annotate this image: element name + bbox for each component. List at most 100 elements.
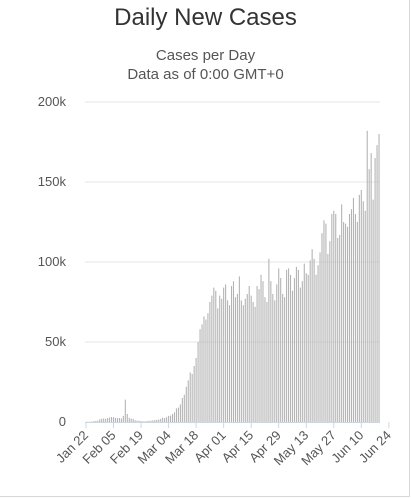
bar	[107, 418, 109, 422]
bar	[348, 214, 351, 422]
bar	[364, 210, 366, 422]
bar	[299, 287, 301, 422]
bar	[350, 209, 353, 422]
bar	[272, 294, 274, 422]
y-tick-label: 0	[59, 414, 66, 429]
bar	[293, 278, 295, 422]
bar	[309, 260, 311, 422]
bar	[291, 290, 294, 422]
bar	[217, 308, 219, 422]
bar	[185, 386, 187, 422]
bar	[122, 415, 124, 422]
bar	[366, 130, 368, 423]
bar	[193, 366, 195, 422]
bar	[191, 374, 193, 422]
bar	[378, 134, 380, 422]
bar	[242, 305, 244, 422]
bar	[288, 268, 290, 422]
bar	[148, 420, 150, 422]
bar	[164, 418, 166, 422]
bar	[268, 258, 270, 422]
bar	[370, 153, 372, 422]
bar-series	[85, 130, 380, 423]
bar	[303, 263, 305, 422]
bar	[175, 408, 177, 422]
bar	[317, 265, 319, 422]
bar	[278, 268, 280, 422]
bar	[325, 223, 327, 422]
bar	[236, 294, 238, 422]
chart-title: Daily New Cases	[114, 4, 297, 31]
bar	[205, 319, 207, 422]
bar	[109, 417, 111, 422]
y-tick-label: 50k	[45, 334, 66, 349]
bar	[144, 421, 146, 422]
bar	[343, 222, 345, 422]
bar	[246, 294, 248, 422]
bar	[252, 302, 254, 422]
bar	[203, 316, 205, 422]
bar	[345, 223, 347, 422]
bar	[339, 234, 341, 422]
bar	[352, 198, 354, 422]
bar	[315, 274, 317, 422]
bar	[229, 305, 231, 422]
bar	[341, 204, 343, 422]
bar	[209, 302, 211, 422]
bar	[323, 220, 325, 422]
bar	[270, 281, 272, 422]
bar	[105, 418, 107, 422]
bar	[124, 399, 126, 422]
bar	[116, 418, 118, 422]
bar	[112, 417, 115, 422]
bar	[295, 266, 297, 422]
chart-data-timestamp: Data as of 0:00 GMT+0	[127, 66, 284, 83]
bar	[230, 286, 233, 422]
bar	[187, 380, 189, 422]
chart-subtitle: Cases per Day	[155, 47, 256, 64]
bar	[289, 274, 292, 422]
bar	[171, 414, 174, 422]
bar	[93, 421, 95, 422]
y-tick-label: 200k	[38, 94, 67, 109]
bar	[207, 313, 209, 422]
bar	[130, 418, 132, 422]
bar	[337, 238, 339, 422]
bar	[211, 295, 213, 422]
bar	[356, 222, 358, 422]
bar	[258, 289, 260, 422]
bar	[262, 281, 264, 422]
bar	[354, 214, 356, 422]
bar	[152, 420, 154, 422]
bar	[181, 398, 183, 422]
bar	[128, 417, 130, 422]
bar	[195, 358, 197, 422]
bar	[358, 194, 360, 422]
bar	[232, 281, 235, 422]
bar	[244, 298, 246, 422]
bar	[321, 233, 323, 422]
bar	[97, 420, 99, 422]
bar	[158, 419, 160, 422]
bar	[179, 404, 181, 422]
bar	[199, 329, 201, 422]
bar	[333, 210, 335, 422]
bar	[132, 418, 134, 422]
bar	[166, 417, 168, 422]
bar	[177, 407, 179, 422]
bar	[266, 302, 268, 422]
bar	[347, 226, 349, 422]
x-axis	[85, 422, 390, 428]
bar	[197, 342, 199, 422]
bar	[248, 286, 250, 422]
bar	[313, 258, 315, 422]
bar	[221, 298, 223, 422]
bar	[297, 270, 299, 422]
bar	[360, 190, 362, 422]
bar	[114, 417, 117, 422]
bar	[154, 420, 156, 422]
bar	[362, 201, 364, 422]
bar	[120, 418, 122, 422]
bar	[189, 372, 191, 422]
bar	[329, 241, 331, 422]
